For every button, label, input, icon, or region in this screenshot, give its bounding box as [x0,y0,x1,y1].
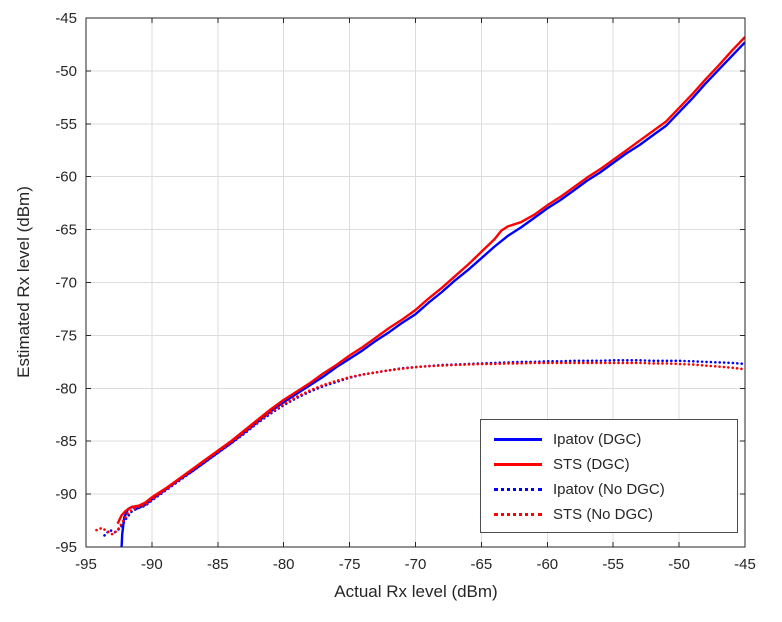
svg-text:-90: -90 [55,486,77,503]
legend: Ipatov (DGC) STS (DGC) Ipatov (No DGC) STS … [480,419,738,533]
legend-line-sample [494,463,542,466]
svg-text:-50: -50 [668,556,690,573]
legend-item-ipatov-no-dgc: Ipatov (No DGC) [481,477,737,502]
svg-text:-80: -80 [273,556,295,573]
svg-text:-75: -75 [339,556,361,573]
legend-item-sts-no-dgc: STS (No DGC) [481,502,737,527]
legend-line-sample [494,488,542,491]
svg-text:-80: -80 [55,380,77,397]
svg-text:-60: -60 [55,169,77,186]
legend-item-ipatov-dgc: Ipatov (DGC) [481,427,737,452]
svg-text:-45: -45 [55,10,77,27]
legend-item-label: Ipatov (No DGC) [553,481,665,498]
legend-line-sample [494,513,542,516]
svg-text:-70: -70 [55,275,77,292]
svg-text:-55: -55 [602,556,624,573]
svg-text:-65: -65 [55,222,77,239]
y-axis-label: Estimated Rx level (dBm) [14,186,33,378]
series-line-ipatov-no-dgc [103,358,745,537]
svg-text:-60: -60 [536,556,558,573]
tick-labels: -95 -90 -85 -80 -75 -70 -65 -60 -55 -50 -45 -95 -90 -… [55,10,756,573]
legend-item-label: STS (DGC) [553,456,630,473]
series-line-sts-dgc [116,36,745,525]
svg-text:-45: -45 [734,556,756,573]
svg-text:-90: -90 [141,556,163,573]
legend-item-label: STS (No DGC) [553,506,654,523]
tick-marks [85,17,746,548]
svg-text:-55: -55 [55,116,77,133]
svg-text:-70: -70 [405,556,427,573]
series-group [95,36,745,547]
x-axis-label: Actual Rx level (dBm) [334,582,498,601]
svg-text:-85: -85 [55,433,77,450]
legend-item-label: Ipatov (DGC) [553,431,642,448]
svg-text:-85: -85 [207,556,229,573]
svg-text:-65: -65 [471,556,493,573]
svg-text:-95: -95 [55,539,77,556]
legend-item-sts-dgc: STS (DGC) [481,452,737,477]
legend-line-sample [494,438,542,441]
series-line-sts-no-dgc [95,361,745,536]
svg-text:-50: -50 [55,63,77,80]
svg-text:-75: -75 [55,327,77,344]
svg-text:-95: -95 [75,556,97,573]
